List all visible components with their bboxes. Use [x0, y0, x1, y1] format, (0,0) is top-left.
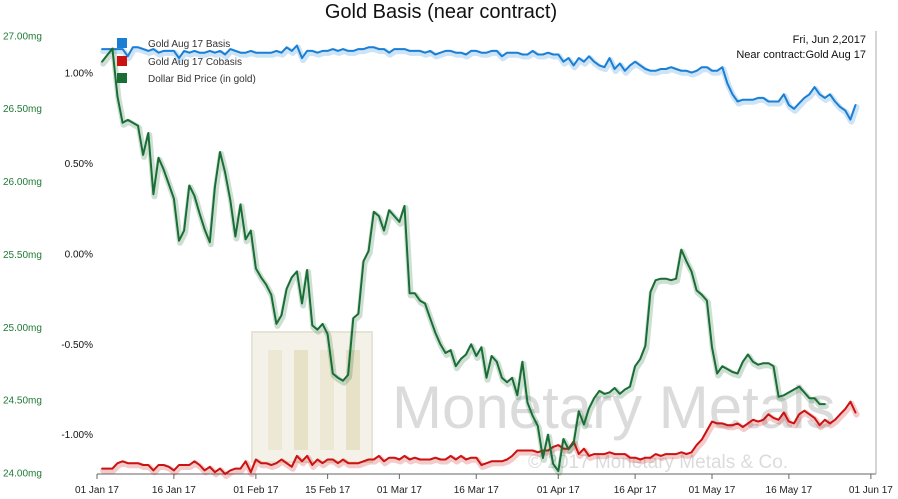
- y-left-tick-label: 27.00mg: [3, 31, 42, 42]
- info-date: Fri, Jun 2,2017: [793, 34, 866, 46]
- legend-swatch-dollar-price: [117, 73, 127, 83]
- series-layer: [100, 44, 860, 479]
- legend-label-dollar-price: Dollar Bid Price (in gold): [148, 74, 256, 85]
- legend-label-cobasis: Gold Aug 17 Cobasis: [148, 57, 242, 68]
- y-right-tick-label: 0.00%: [65, 249, 93, 260]
- x-tick-label: 01 Jun 17: [849, 485, 893, 496]
- series-line-dollar-bid-price-in-gold: [101, 47, 826, 473]
- x-axis: 01 Jan 17 16 Jan 17 01 Feb 17 15 Feb 17 01 M…: [75, 474, 893, 496]
- y-right-tick-label: 0.50%: [65, 159, 93, 170]
- y-left-tick-label: 25.00mg: [3, 323, 42, 334]
- x-tick-label: 16 Jan 17: [152, 485, 196, 496]
- series-line-gold-aug-17-cobasis: [101, 400, 857, 475]
- chart-title: Gold Basis (near contract): [325, 1, 557, 23]
- series-shadow-gold-aug-17-cobasis: [100, 400, 860, 479]
- watermark-copyright: © 2017 Monetary Metals & Co.: [528, 452, 788, 473]
- series-line-gold-aug-17-basis: [101, 44, 857, 121]
- x-tick-label: 01 Apr 17: [537, 485, 580, 496]
- x-tick-label: 16 Apr 17: [614, 485, 657, 496]
- x-tick-label: 01 Jan 17: [75, 485, 119, 496]
- y-left-tick-label: 26.50mg: [3, 104, 42, 115]
- info-contract: Near contract:Gold Aug 17: [736, 49, 866, 61]
- x-tick-label: 01 Mar 17: [377, 485, 422, 496]
- x-tick-label: 15 Feb 17: [305, 485, 350, 496]
- watermark: Monetary Metals © 2017 Monetary Metals &…: [251, 331, 836, 473]
- y-axis-left: 24.00mg 24.50mg 25.00mg 25.50mg 26.00mg 26.50…: [3, 31, 42, 479]
- legend: Gold Aug 17 Basis Gold Aug 17 Cobasis Do…: [117, 38, 256, 85]
- watermark-brand: Monetary Metals: [392, 374, 836, 441]
- y-right-tick-label: -0.50%: [61, 340, 93, 351]
- y-right-tick-label: -1.00%: [61, 430, 93, 441]
- y-left-tick-label: 26.00mg: [3, 177, 42, 188]
- legend-swatch-cobasis: [117, 56, 127, 66]
- legend-swatch-basis: [117, 38, 127, 48]
- y-left-tick-label: 24.50mg: [3, 396, 42, 407]
- y-left-tick-label: 25.50mg: [3, 250, 42, 261]
- y-right-tick-label: 1.00%: [65, 69, 93, 80]
- legend-label-basis: Gold Aug 17 Basis: [148, 39, 230, 50]
- watermark-logo: [251, 331, 373, 463]
- legend-item-basis[interactable]: Gold Aug 17 Basis: [117, 38, 230, 50]
- x-tick-label: 01 Feb 17: [233, 485, 278, 496]
- info-box: Fri, Jun 2,2017 Near contract:Gold Aug 1…: [736, 34, 866, 61]
- x-tick-label: 16 May 17: [766, 485, 813, 496]
- x-tick-label: 16 Mar 17: [454, 485, 499, 496]
- y-axis-right: -1.00% -0.50% 0.00% 0.50% 1.00%: [61, 69, 93, 442]
- legend-item-dollar-price[interactable]: Dollar Bid Price (in gold): [117, 73, 256, 85]
- x-tick-label: 01 May 17: [689, 485, 736, 496]
- legend-item-cobasis[interactable]: Gold Aug 17 Cobasis: [117, 56, 242, 68]
- y-left-tick-label: 24.00mg: [3, 469, 42, 480]
